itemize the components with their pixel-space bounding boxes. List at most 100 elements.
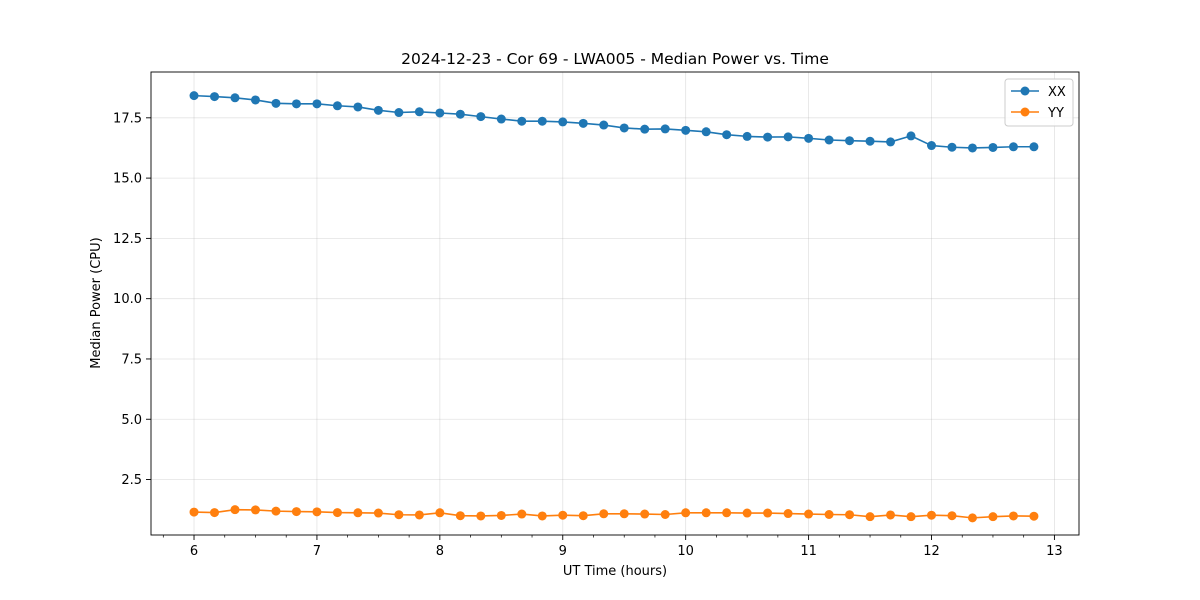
legend-marker-yy <box>1020 107 1030 117</box>
data-point-yy <box>353 508 363 518</box>
data-point-yy <box>496 510 506 520</box>
data-point-yy <box>906 512 916 522</box>
data-point-xx <box>558 117 568 127</box>
axis-ticks: 6 7 8 9 10 11 12 13 2.5 5.0 7.5 10.0 12.5 15.0 17.5 <box>113 111 1063 559</box>
data-point-xx <box>722 130 732 140</box>
data-point-yy <box>722 508 732 518</box>
data-point-xx <box>804 133 814 143</box>
data-point-xx <box>230 93 240 103</box>
data-point-xx <box>599 120 609 130</box>
data-point-xx <box>619 123 629 133</box>
data-point-xx <box>886 137 896 147</box>
data-point-yy <box>332 508 342 518</box>
data-point-xx <box>824 135 834 145</box>
data-point-xx <box>1008 142 1018 152</box>
data-point-xx <box>476 112 486 122</box>
y-tick-label: 5.0 <box>121 413 142 428</box>
data-point-yy <box>824 510 834 519</box>
series-yy <box>189 505 1039 523</box>
data-point-xx <box>640 124 650 134</box>
y-tick-label: 12.5 <box>113 232 142 247</box>
data-point-xx <box>332 101 342 111</box>
y-tick-label: 10.0 <box>113 292 142 307</box>
data-point-xx <box>414 107 424 117</box>
data-point-yy <box>537 511 547 521</box>
data-point-yy <box>865 512 875 522</box>
data-point-xx <box>865 136 875 146</box>
data-point-yy <box>1008 511 1018 521</box>
x-tick-label: 11 <box>800 544 817 559</box>
data-point-xx <box>947 142 957 152</box>
data-point-xx <box>578 118 588 128</box>
data-point-yy <box>394 510 404 520</box>
data-point-xx <box>517 116 527 126</box>
chart-title: 2024-12-23 - Cor 69 - LWA005 - Median Po… <box>401 50 829 68</box>
grid <box>151 72 1079 535</box>
y-axis-label: Median Power (CPU) <box>89 237 104 368</box>
data-point-yy <box>312 507 322 517</box>
data-point-xx <box>312 99 322 109</box>
y-tick-label: 7.5 <box>121 352 142 367</box>
data-point-yy <box>435 508 445 518</box>
data-point-yy <box>640 509 650 519</box>
data-point-xx <box>210 92 220 102</box>
data-point-yy <box>210 508 220 518</box>
y-tick-label: 2.5 <box>121 473 142 488</box>
data-point-yy <box>414 510 424 520</box>
data-point-yy <box>886 510 896 520</box>
plot-frame <box>150 71 1080 536</box>
data-point-xx <box>1029 142 1039 152</box>
data-point-xx <box>845 136 855 146</box>
data-point-yy <box>783 509 793 519</box>
data-point-yy <box>250 505 260 515</box>
data-point-yy <box>660 510 670 519</box>
data-point-xx <box>701 127 711 137</box>
data-point-xx <box>291 99 301 109</box>
x-tick-label: 10 <box>677 544 694 559</box>
data-point-xx <box>496 114 506 124</box>
data-point-yy <box>1029 511 1039 521</box>
legend-label-yy: YY <box>1047 106 1064 121</box>
data-point-xx <box>189 91 199 101</box>
data-point-yy <box>845 510 855 520</box>
data-point-yy <box>947 511 957 521</box>
data-point-xx <box>967 143 977 153</box>
data-point-yy <box>271 506 281 516</box>
data-point-xx <box>537 116 547 126</box>
data-point-xx <box>906 131 916 141</box>
data-point-yy <box>967 513 977 523</box>
data-point-xx <box>394 108 404 118</box>
data-point-yy <box>517 509 527 519</box>
y-tick-label: 17.5 <box>113 111 142 126</box>
data-point-xx <box>763 132 773 142</box>
data-point-yy <box>681 508 691 518</box>
data-point-yy <box>599 509 609 519</box>
data-point-xx <box>783 132 793 142</box>
data-point-yy <box>742 508 752 518</box>
data-point-xx <box>373 105 383 115</box>
x-tick-label: 7 <box>313 544 321 559</box>
data-point-xx <box>435 108 445 118</box>
data-point-yy <box>476 511 486 521</box>
data-point-xx <box>681 125 691 135</box>
data-point-xx <box>742 131 752 141</box>
y-tick-label: 15.0 <box>113 172 142 187</box>
data-point-xx <box>927 141 936 151</box>
legend-marker-xx <box>1020 86 1030 96</box>
data-point-yy <box>189 507 199 517</box>
data-point-xx <box>455 109 465 119</box>
data-point-yy <box>763 508 773 518</box>
data-point-yy <box>804 509 814 519</box>
data-point-xx <box>353 102 363 112</box>
x-tick-label: 8 <box>436 544 444 559</box>
data-point-yy <box>578 511 588 521</box>
x-tick-label: 13 <box>1046 544 1063 559</box>
data-point-xx <box>988 142 998 152</box>
x-axis-label: UT Time (hours) <box>563 564 667 579</box>
x-tick-label: 12 <box>923 544 940 559</box>
data-point-yy <box>230 505 240 515</box>
plot-series <box>189 91 1039 523</box>
data-point-yy <box>291 507 301 517</box>
